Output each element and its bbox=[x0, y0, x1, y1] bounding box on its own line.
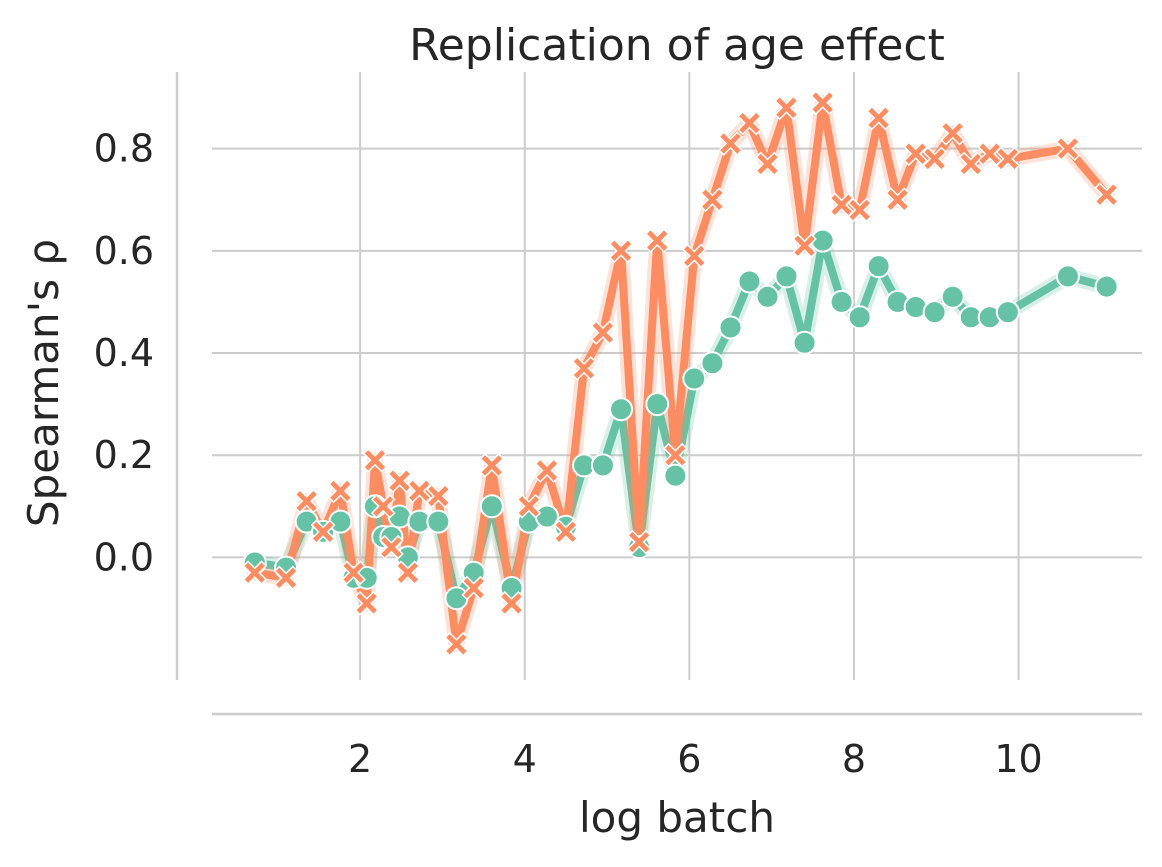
series-2-point bbox=[516, 493, 542, 519]
series-layer bbox=[246, 94, 1115, 653]
series-2-point bbox=[273, 565, 299, 591]
series-2-point bbox=[407, 478, 432, 504]
series-2-point bbox=[341, 560, 366, 586]
series-1-point bbox=[682, 366, 707, 391]
series-1-point bbox=[609, 397, 634, 422]
series-2-point bbox=[426, 483, 451, 509]
series-2-point bbox=[626, 529, 652, 555]
series-2-point bbox=[1055, 136, 1081, 161]
series-2-point bbox=[608, 238, 634, 264]
series-2-point bbox=[755, 151, 780, 177]
series-2-point bbox=[700, 187, 725, 213]
series-2-point bbox=[310, 519, 336, 545]
series-2-point bbox=[718, 131, 743, 156]
series-2-point bbox=[499, 591, 524, 616]
series-2-point bbox=[681, 243, 707, 269]
series-2-point bbox=[922, 146, 947, 172]
series-1-point bbox=[426, 509, 451, 534]
axes: 2 4 6 8 10 0.0 0.2 0.4 0.6 0.8 bbox=[94, 72, 1142, 781]
series-2-point bbox=[534, 458, 560, 483]
y-axis-label: Spearman's ρ bbox=[19, 239, 68, 527]
x-tick-label: 6 bbox=[677, 737, 701, 781]
series-2-point bbox=[866, 105, 891, 131]
series-2-point bbox=[571, 356, 597, 381]
series-2-point bbox=[810, 90, 835, 115]
series-2-point bbox=[644, 228, 670, 253]
series-2-line bbox=[250, 98, 1111, 649]
series-2-point bbox=[737, 110, 762, 136]
series-2-point bbox=[354, 591, 380, 616]
series-2-point bbox=[903, 141, 928, 167]
series-2-point bbox=[379, 534, 404, 560]
series-1-point bbox=[774, 264, 799, 289]
series-1-point bbox=[479, 494, 504, 519]
series-1-point bbox=[792, 330, 817, 355]
series-2-point bbox=[958, 151, 984, 177]
series-2-point bbox=[847, 197, 873, 223]
y-tick-label: 0.0 bbox=[94, 535, 154, 579]
series-1-point bbox=[663, 463, 688, 488]
y-tick-label: 0.6 bbox=[94, 229, 154, 273]
series-1-point bbox=[755, 284, 780, 309]
series-1-point bbox=[995, 300, 1020, 325]
x-tick-label: 10 bbox=[994, 737, 1042, 781]
series-1-point bbox=[866, 254, 891, 279]
series-2-point bbox=[461, 575, 487, 601]
series-1-point bbox=[829, 289, 854, 314]
series-2-point bbox=[590, 320, 616, 345]
series-1-point bbox=[444, 586, 469, 611]
series-2-point bbox=[663, 442, 688, 468]
series-2-point bbox=[885, 187, 910, 213]
series-1-point bbox=[645, 392, 670, 417]
series-1-point bbox=[847, 305, 872, 330]
y-tick-label: 0.4 bbox=[94, 331, 154, 375]
series-2-point bbox=[553, 519, 579, 545]
series-1-point bbox=[328, 509, 353, 534]
series-1-point bbox=[590, 453, 615, 478]
x-axis-label: log batch bbox=[579, 793, 775, 842]
chart-title: Replication of age effect bbox=[409, 20, 945, 71]
series-2-point bbox=[242, 560, 268, 586]
x-tick-label: 4 bbox=[513, 737, 537, 781]
series-2-point bbox=[940, 121, 966, 146]
series-1-point bbox=[700, 351, 725, 376]
series-1-point bbox=[922, 300, 947, 325]
x-tick-label: 2 bbox=[348, 737, 372, 781]
series-2-point bbox=[1094, 182, 1119, 207]
series-2-point bbox=[444, 631, 469, 657]
series-1-point bbox=[737, 269, 762, 294]
series-1-point bbox=[1055, 264, 1080, 289]
series-2-point bbox=[328, 478, 353, 504]
series-1-point bbox=[1094, 274, 1119, 299]
series-2-point bbox=[294, 488, 319, 514]
x-tick-label: 8 bbox=[842, 737, 866, 781]
series-2-point bbox=[995, 146, 1021, 172]
series-2-point bbox=[395, 560, 421, 586]
y-tick-label: 0.8 bbox=[94, 127, 154, 171]
series-2-point bbox=[479, 453, 505, 478]
y-tick-label: 0.2 bbox=[94, 433, 154, 477]
series-2-point bbox=[362, 447, 388, 473]
series-2-point bbox=[774, 95, 799, 121]
series-2-point bbox=[370, 493, 396, 519]
marker-layer bbox=[242, 90, 1119, 657]
series-2-point bbox=[792, 233, 817, 259]
series-1-point bbox=[940, 284, 965, 309]
series-1-point bbox=[718, 315, 743, 340]
